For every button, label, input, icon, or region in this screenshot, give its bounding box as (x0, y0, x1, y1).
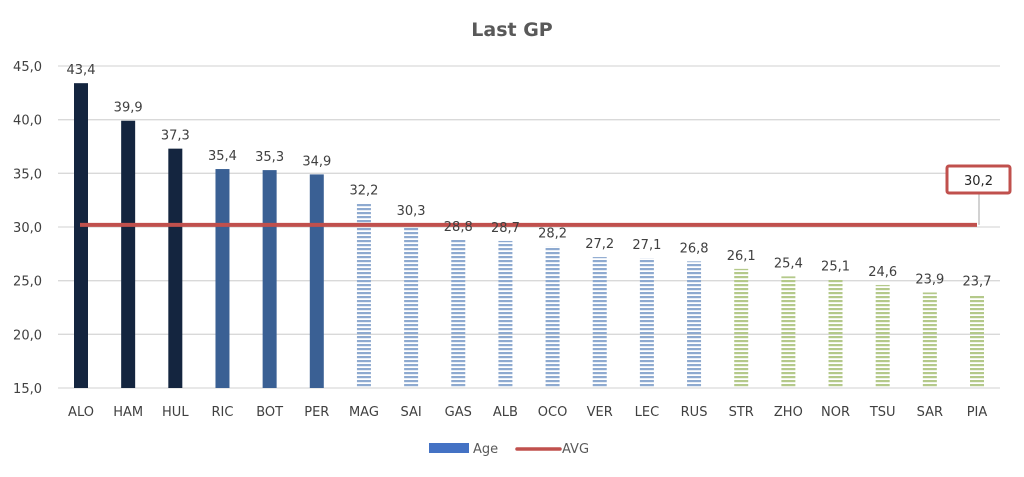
legend-label-avg: AVG (562, 442, 589, 457)
data-label: 28,2 (538, 226, 567, 241)
x-tick-label: PER (304, 405, 329, 420)
data-label: 27,2 (585, 237, 614, 252)
avg-series: 30,2 (80, 164, 1012, 227)
data-label: 23,9 (915, 272, 944, 287)
x-tick-label: ALO (68, 405, 94, 420)
x-tick-label: RIC (211, 405, 233, 420)
bar-ham (121, 120, 136, 389)
y-tick-label: 35,0 (13, 167, 42, 182)
bar-nor (828, 279, 843, 388)
bar-rus (687, 261, 702, 388)
bar-str (734, 268, 749, 388)
x-tick-label: PIA (967, 405, 988, 420)
y-tick-label: 25,0 (13, 275, 42, 290)
data-label: 35,3 (255, 150, 284, 165)
bar-bot (262, 170, 277, 388)
y-tick-label: 45,0 (13, 60, 42, 75)
bar-zho (781, 276, 796, 388)
bar-alb (498, 240, 513, 388)
bar-lec (639, 258, 654, 388)
x-tick-label: BOT (256, 405, 283, 420)
bar-hul (168, 148, 183, 388)
avg-callout-label: 30,2 (964, 174, 993, 189)
x-tick-label: OCO (538, 405, 568, 420)
bar-gas (451, 239, 466, 388)
x-tick-label: MAG (349, 405, 379, 420)
y-tick-label: 30,0 (13, 221, 42, 236)
x-tick-label: VER (587, 405, 613, 420)
data-label: 39,9 (114, 101, 143, 116)
bar-oco (545, 246, 560, 388)
data-label: 35,4 (208, 149, 237, 164)
bar-ver (592, 257, 607, 388)
bar-alo (74, 83, 88, 388)
bar-tsu (875, 284, 890, 388)
legend-label-age: Age (473, 442, 498, 457)
avg-callout-box (945, 164, 1012, 195)
bars (74, 83, 984, 389)
data-label: 32,2 (349, 183, 378, 198)
chart-title: Last GP (471, 19, 553, 41)
data-label: 26,1 (727, 249, 756, 264)
data-label: 23,7 (963, 275, 992, 290)
bar-per (309, 174, 324, 388)
x-tick-label: GAS (445, 405, 472, 420)
data-labels: 43,4 39,9 37,3 35,4 35,3 34,9 32,2 30,3 28,8 28,7… (67, 63, 992, 289)
y-axis: 15,0 20,0 25,0 30,0 35,0 40,0 45,0 (13, 60, 42, 397)
data-label: 37,3 (161, 129, 190, 144)
legend-swatch-age (429, 443, 469, 453)
data-label: 43,4 (67, 63, 96, 78)
data-label: 28,8 (444, 220, 473, 235)
data-label: 25,1 (821, 260, 850, 275)
bar-pia (970, 294, 984, 388)
x-tick-label: HUL (162, 405, 189, 420)
x-tick-label: HAM (113, 405, 143, 420)
data-label: 34,9 (302, 154, 331, 169)
data-label: 25,4 (774, 256, 803, 271)
x-tick-label: NOR (821, 405, 850, 420)
x-tick-label: ALB (493, 405, 518, 420)
data-label: 27,1 (632, 238, 661, 253)
x-axis: ALO HAM HUL RIC BOT PER MAG SAI GAS ALB OCO VER LEC R… (68, 405, 987, 420)
bar-sar (922, 292, 937, 388)
bar-mag (356, 203, 371, 388)
x-tick-label: LEC (635, 405, 660, 420)
y-tick-label: 15,0 (13, 382, 42, 397)
gridlines (58, 65, 1000, 389)
data-label: 26,8 (680, 241, 709, 256)
data-label: 28,7 (491, 221, 520, 236)
x-tick-label: ZHO (774, 405, 803, 420)
x-tick-label: SAI (400, 405, 421, 420)
bar-ric (215, 169, 230, 388)
legend: Age AVG (429, 442, 589, 457)
x-tick-label: STR (729, 405, 754, 420)
data-label: 24,6 (868, 265, 897, 280)
data-label: 30,3 (397, 204, 426, 219)
x-tick-label: TSU (869, 405, 896, 420)
bar-sai (404, 223, 419, 388)
x-tick-label: SAR (917, 405, 943, 420)
x-tick-label: RUS (681, 405, 708, 420)
y-tick-label: 20,0 (13, 328, 42, 343)
y-tick-label: 40,0 (13, 114, 42, 129)
